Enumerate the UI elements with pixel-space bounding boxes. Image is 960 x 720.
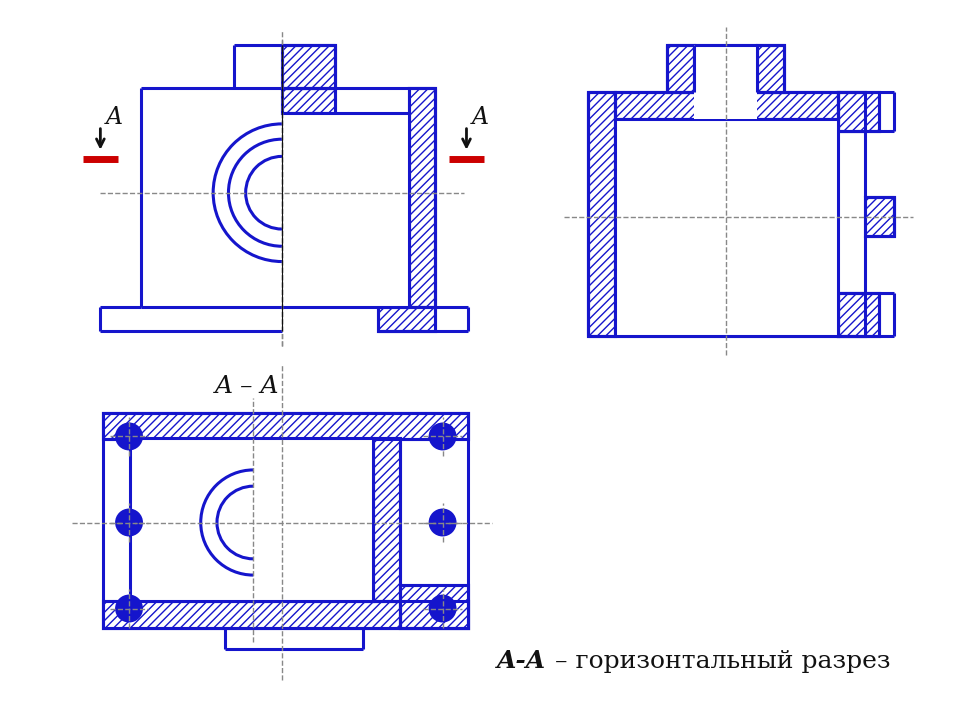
Polygon shape bbox=[130, 438, 372, 601]
Text: A: A bbox=[107, 106, 123, 129]
Circle shape bbox=[124, 432, 133, 441]
Text: A-A: A-A bbox=[497, 649, 546, 672]
Polygon shape bbox=[234, 45, 335, 88]
Bar bbox=[377, 307, 435, 331]
Polygon shape bbox=[104, 413, 468, 628]
Bar bbox=[667, 45, 694, 92]
Bar bbox=[282, 88, 335, 113]
Circle shape bbox=[430, 424, 455, 449]
Bar bbox=[104, 601, 468, 628]
Circle shape bbox=[438, 604, 447, 613]
Bar bbox=[865, 197, 894, 235]
Bar bbox=[104, 413, 468, 439]
Bar bbox=[838, 293, 865, 336]
Bar bbox=[409, 88, 435, 307]
Bar bbox=[614, 92, 838, 119]
Text: – горизонтальный разрез: – горизонтальный разрез bbox=[547, 649, 890, 672]
Polygon shape bbox=[614, 119, 838, 336]
Text: A – A: A – A bbox=[215, 375, 279, 398]
Circle shape bbox=[124, 604, 133, 613]
Bar bbox=[104, 413, 468, 439]
Circle shape bbox=[430, 510, 455, 535]
Bar bbox=[409, 88, 435, 307]
Bar bbox=[838, 92, 879, 130]
Bar bbox=[757, 45, 783, 92]
Bar bbox=[838, 92, 865, 130]
Bar bbox=[614, 92, 838, 119]
Bar bbox=[838, 293, 879, 336]
Circle shape bbox=[430, 596, 455, 621]
Bar bbox=[104, 601, 468, 628]
Bar bbox=[372, 438, 399, 601]
Circle shape bbox=[124, 518, 133, 527]
Text: A: A bbox=[472, 106, 490, 129]
Bar bbox=[667, 45, 694, 92]
Circle shape bbox=[438, 518, 447, 527]
Bar bbox=[838, 293, 879, 336]
Bar bbox=[399, 585, 468, 628]
Bar bbox=[757, 45, 783, 92]
Polygon shape bbox=[588, 92, 865, 336]
Polygon shape bbox=[141, 88, 435, 307]
Bar bbox=[838, 293, 865, 336]
Bar bbox=[865, 197, 894, 235]
Bar bbox=[377, 307, 435, 331]
Bar bbox=[588, 92, 614, 336]
Circle shape bbox=[438, 432, 447, 441]
Bar bbox=[282, 45, 335, 88]
Bar bbox=[282, 45, 335, 88]
Circle shape bbox=[116, 424, 141, 449]
Circle shape bbox=[116, 596, 141, 621]
Bar bbox=[838, 92, 879, 130]
Bar bbox=[838, 92, 865, 130]
Polygon shape bbox=[282, 113, 409, 307]
Bar bbox=[372, 438, 399, 601]
Bar bbox=[282, 88, 335, 113]
Circle shape bbox=[116, 510, 141, 535]
Polygon shape bbox=[694, 45, 757, 119]
Bar bbox=[399, 585, 468, 628]
Bar bbox=[588, 92, 614, 336]
